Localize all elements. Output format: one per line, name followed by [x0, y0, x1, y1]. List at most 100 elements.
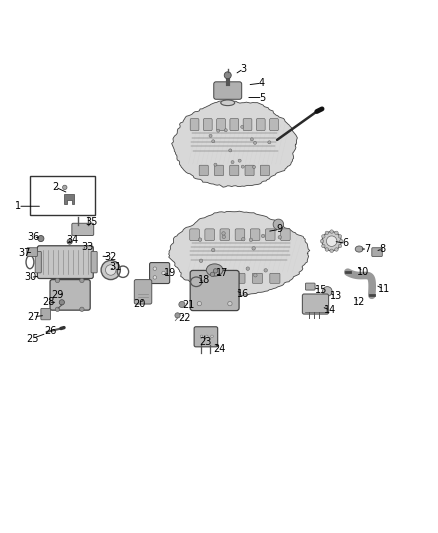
FancyBboxPatch shape	[256, 118, 265, 131]
Circle shape	[254, 141, 257, 144]
Circle shape	[222, 235, 226, 239]
FancyBboxPatch shape	[194, 327, 218, 347]
Circle shape	[228, 302, 232, 306]
Circle shape	[321, 244, 325, 248]
Circle shape	[231, 160, 234, 164]
Circle shape	[246, 267, 250, 270]
Circle shape	[106, 265, 116, 275]
Text: 31: 31	[109, 262, 121, 272]
Text: 27: 27	[27, 312, 40, 322]
Circle shape	[322, 287, 332, 296]
FancyBboxPatch shape	[252, 273, 262, 284]
Text: 32: 32	[105, 252, 117, 262]
Circle shape	[179, 302, 185, 308]
Circle shape	[55, 278, 60, 282]
Text: 24: 24	[213, 344, 225, 353]
Text: 36: 36	[27, 232, 39, 242]
FancyBboxPatch shape	[203, 118, 212, 131]
Circle shape	[153, 276, 156, 279]
Circle shape	[330, 230, 333, 233]
Polygon shape	[172, 101, 297, 187]
Circle shape	[241, 237, 245, 241]
Text: 1: 1	[15, 201, 21, 211]
Circle shape	[278, 236, 282, 239]
Circle shape	[175, 313, 180, 318]
Circle shape	[217, 129, 220, 132]
Circle shape	[63, 185, 67, 190]
FancyBboxPatch shape	[217, 118, 226, 131]
Circle shape	[59, 300, 64, 305]
FancyBboxPatch shape	[199, 165, 208, 176]
Text: 22: 22	[179, 313, 191, 323]
FancyBboxPatch shape	[134, 280, 152, 304]
Text: 4: 4	[259, 78, 265, 88]
FancyBboxPatch shape	[215, 165, 223, 176]
Text: 29: 29	[51, 290, 64, 300]
FancyBboxPatch shape	[235, 229, 245, 240]
FancyBboxPatch shape	[30, 176, 95, 215]
FancyBboxPatch shape	[37, 246, 93, 279]
FancyBboxPatch shape	[245, 165, 254, 176]
FancyBboxPatch shape	[270, 273, 280, 284]
Circle shape	[199, 259, 203, 263]
FancyBboxPatch shape	[235, 273, 245, 284]
Circle shape	[212, 248, 215, 252]
Circle shape	[213, 269, 218, 273]
Polygon shape	[64, 194, 74, 204]
Circle shape	[264, 269, 268, 272]
Text: 30: 30	[24, 272, 36, 282]
Circle shape	[38, 236, 44, 241]
Circle shape	[268, 141, 271, 144]
Text: 25: 25	[26, 334, 39, 344]
FancyBboxPatch shape	[190, 270, 239, 311]
Circle shape	[223, 269, 226, 273]
Text: 15: 15	[315, 285, 327, 295]
Circle shape	[198, 238, 202, 241]
Circle shape	[326, 236, 337, 246]
Circle shape	[224, 72, 231, 79]
Text: 14: 14	[324, 305, 336, 315]
Circle shape	[101, 261, 120, 280]
FancyBboxPatch shape	[27, 248, 37, 256]
Circle shape	[162, 271, 165, 275]
Text: 28: 28	[42, 297, 55, 308]
FancyBboxPatch shape	[265, 229, 275, 240]
Text: 10: 10	[357, 266, 369, 277]
Circle shape	[55, 307, 60, 311]
Circle shape	[153, 267, 156, 270]
FancyBboxPatch shape	[205, 229, 215, 240]
Circle shape	[238, 159, 241, 162]
Circle shape	[338, 235, 342, 238]
Text: 23: 23	[200, 337, 212, 346]
Circle shape	[335, 231, 338, 235]
Ellipse shape	[355, 246, 363, 252]
Circle shape	[325, 248, 328, 251]
Circle shape	[249, 238, 253, 241]
FancyBboxPatch shape	[230, 165, 239, 176]
FancyBboxPatch shape	[41, 309, 50, 320]
Circle shape	[222, 232, 225, 235]
Text: 11: 11	[378, 284, 390, 294]
FancyBboxPatch shape	[281, 229, 290, 240]
Circle shape	[273, 219, 284, 230]
Circle shape	[197, 302, 201, 306]
Circle shape	[320, 239, 324, 243]
Circle shape	[241, 165, 244, 168]
Ellipse shape	[206, 264, 223, 276]
Polygon shape	[169, 211, 310, 295]
FancyBboxPatch shape	[260, 165, 269, 176]
FancyBboxPatch shape	[200, 273, 210, 284]
Circle shape	[335, 248, 338, 251]
Text: 33: 33	[81, 242, 93, 252]
Text: 5: 5	[260, 93, 266, 102]
Circle shape	[80, 307, 84, 311]
Text: 8: 8	[380, 244, 386, 254]
Text: 17: 17	[216, 269, 229, 278]
Circle shape	[325, 231, 328, 235]
Text: 21: 21	[182, 300, 194, 310]
Text: 26: 26	[45, 326, 57, 336]
Text: 6: 6	[343, 238, 349, 248]
Circle shape	[254, 273, 257, 277]
Circle shape	[209, 134, 212, 138]
Text: 34: 34	[67, 235, 79, 245]
